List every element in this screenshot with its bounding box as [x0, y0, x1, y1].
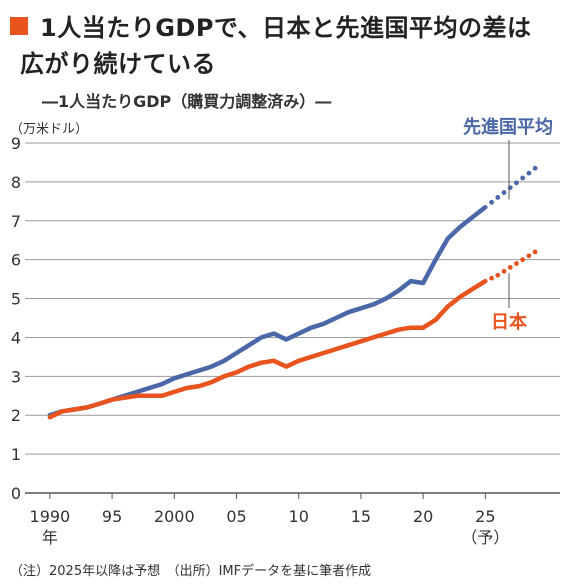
y-tick-label: 4 — [11, 328, 21, 347]
y-tick-label: 1 — [11, 445, 21, 464]
x-axis: 1990 年 95 2000 05 10 15 20 25 （予） — [30, 493, 509, 547]
y-tick-label: 5 — [11, 290, 21, 309]
grid-lines — [25, 142, 560, 494]
forecast-dot-0 — [514, 180, 519, 186]
forecast-dot-0 — [520, 175, 526, 181]
series-line-0 — [47, 204, 488, 418]
forecast-dot-1 — [501, 268, 507, 274]
y-axis-unit: （万米ドル） — [10, 122, 89, 137]
x-tick-label: 2000 — [154, 507, 195, 526]
y-tick-label: 2 — [11, 406, 21, 425]
y-tick-label: 3 — [11, 367, 21, 386]
forecast-dot-1 — [507, 265, 513, 270]
y-tick-label: 9 — [11, 134, 21, 153]
footnote: （注）2025年以降は予想 （出所）IMFデータを基に筆者作成 — [10, 564, 372, 579]
forecast-dot-1 — [495, 272, 501, 278]
x-tick-label: 15 — [351, 507, 371, 526]
x-tick-sublabel: （予） — [461, 528, 509, 547]
x-tick-label: 95 — [102, 507, 122, 526]
headline-line1: 1人当たりGDPで、日本と先進国平均の差は — [40, 14, 532, 42]
x-tick-sublabel: 年 — [42, 528, 58, 547]
x-tick-label: 1990 — [30, 507, 71, 526]
forecast-dot-1 — [489, 275, 494, 281]
series-lines — [47, 165, 538, 420]
forecast-dot-0 — [501, 190, 507, 195]
y-tick-label: 6 — [11, 251, 21, 270]
x-tick-label: 25 — [475, 507, 495, 526]
series-line-1 — [47, 278, 488, 420]
headline-marker — [10, 17, 28, 35]
forecast-dot-1 — [514, 261, 519, 266]
forecast-dot-1 — [520, 257, 526, 263]
x-tick-label: 20 — [413, 507, 433, 526]
y-tick-label: 0 — [11, 484, 21, 503]
forecast-dot-0 — [495, 195, 501, 200]
forecast-dot-0 — [489, 199, 494, 205]
y-tick-label: 8 — [11, 173, 21, 192]
headline-line2: 広がり続けている — [20, 50, 216, 78]
series-label-japan: 日本 — [491, 311, 527, 333]
forecast-dot-0 — [526, 170, 532, 176]
x-tick-label: 05 — [226, 507, 246, 526]
forecast-dot-1 — [526, 253, 532, 259]
chart-subtitle: ―1人当たりGDP（購買力調整済み）― — [42, 92, 332, 111]
series-label-advanced: 先進国平均 — [463, 116, 553, 138]
y-axis: 0 1 2 3 4 5 6 7 8 9 — [11, 134, 21, 503]
forecast-dot-0 — [532, 165, 538, 171]
y-tick-label: 7 — [11, 212, 21, 231]
x-tick-label: 10 — [289, 507, 309, 526]
forecast-dot-1 — [532, 249, 538, 255]
